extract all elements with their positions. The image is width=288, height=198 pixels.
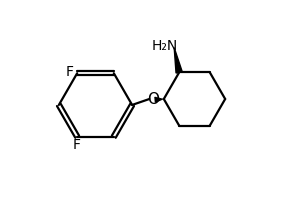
Text: O: O (147, 92, 159, 107)
Text: F: F (72, 138, 80, 152)
Polygon shape (174, 48, 182, 73)
Text: H₂N: H₂N (151, 39, 178, 53)
Text: F: F (66, 65, 74, 79)
